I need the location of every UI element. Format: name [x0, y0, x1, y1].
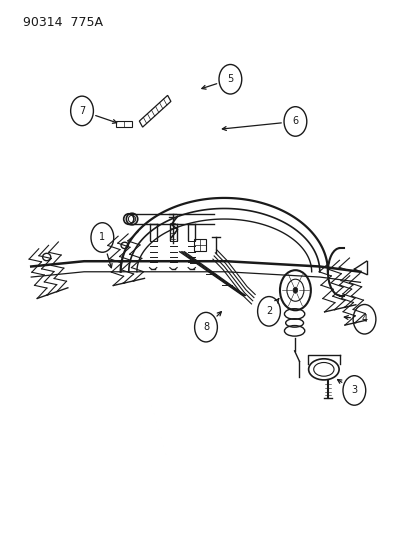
Circle shape: [293, 287, 298, 293]
Text: 90314  775A: 90314 775A: [23, 16, 103, 29]
Text: 2: 2: [266, 306, 272, 316]
Text: 3: 3: [351, 385, 358, 395]
Text: 6: 6: [293, 116, 298, 126]
Text: 8: 8: [203, 322, 209, 332]
Text: 4: 4: [361, 314, 368, 324]
Text: 7: 7: [79, 106, 85, 116]
Text: 5: 5: [227, 74, 234, 84]
Text: 1: 1: [99, 232, 105, 243]
